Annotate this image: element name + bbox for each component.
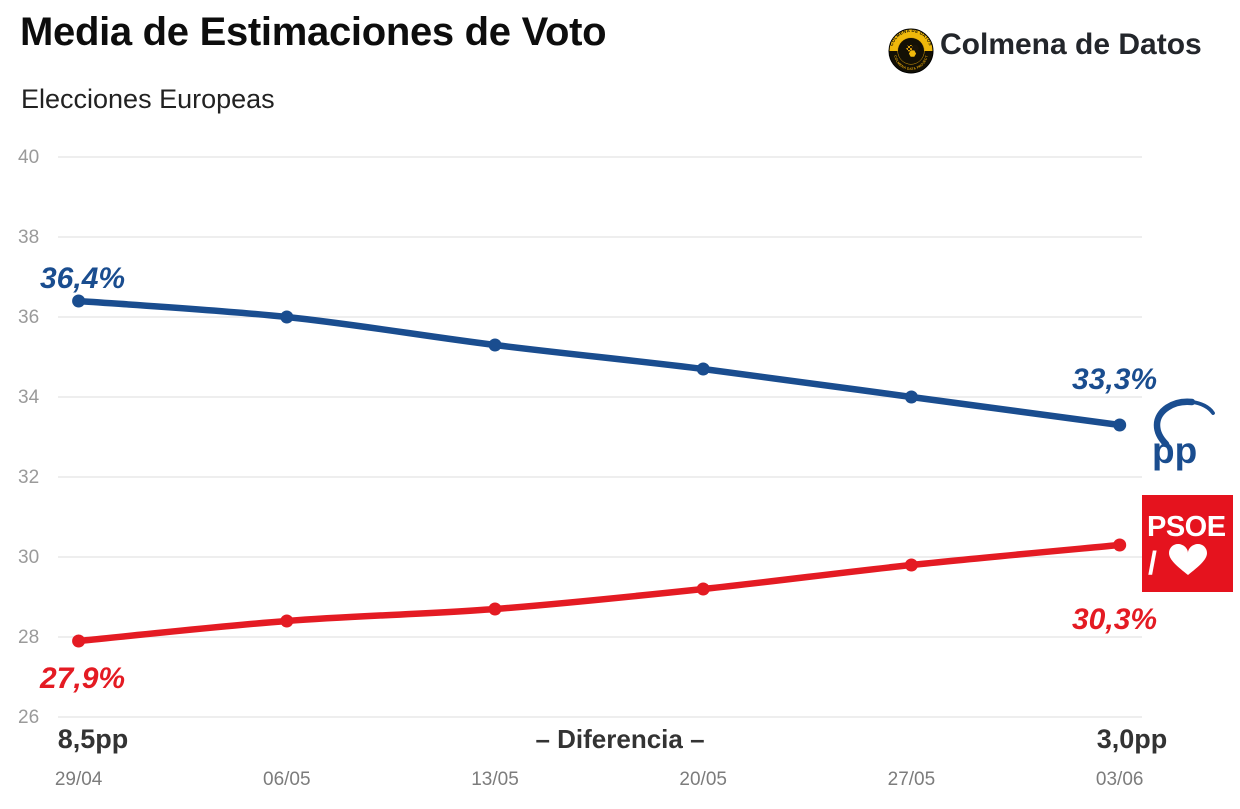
svg-text:33,3%: 33,3% [1072,363,1157,396]
svg-text:26: 26 [18,707,39,728]
svg-text:03/06: 03/06 [1096,769,1144,790]
svg-text:PSOE: PSOE [1147,511,1226,543]
svg-text:3,0pp: 3,0pp [1097,724,1168,754]
svg-text:38: 38 [18,227,39,248]
svg-text:29/04: 29/04 [55,769,103,790]
svg-text:40: 40 [18,147,39,168]
svg-text:8,5pp: 8,5pp [58,724,129,754]
svg-text:20/05: 20/05 [679,769,727,790]
svg-text:– Diferencia –: – Diferencia – [535,724,704,754]
svg-text:36: 36 [18,307,39,328]
svg-text:06/05: 06/05 [263,769,311,790]
svg-text:27/05: 27/05 [888,769,936,790]
svg-text:30,3%: 30,3% [1072,603,1157,636]
svg-text:28: 28 [18,627,39,648]
svg-text:13/05: 13/05 [471,769,519,790]
svg-text:pp: pp [1152,430,1197,471]
svg-text:32: 32 [18,467,39,488]
svg-text:/: / [1148,545,1157,581]
svg-text:30: 30 [18,547,39,568]
svg-text:34: 34 [18,387,40,408]
svg-text:36,4%: 36,4% [40,262,125,295]
svg-text:27,9%: 27,9% [39,662,125,695]
